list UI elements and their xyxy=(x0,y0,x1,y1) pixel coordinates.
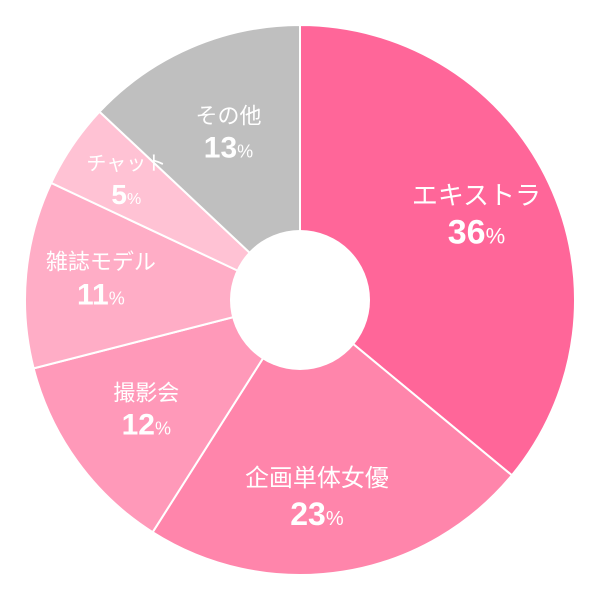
pie-label-percent-symbol: % xyxy=(127,191,141,208)
pie-label-name: エキストラ xyxy=(412,179,541,212)
pie-label-other: その他13% xyxy=(195,102,261,167)
pie-label-name: チャット xyxy=(86,152,166,177)
pie-label-percent-symbol: % xyxy=(109,288,125,308)
pie-label-percent-number: 12 xyxy=(122,409,155,442)
pie-label-name: 企画単体女優 xyxy=(245,464,389,494)
pie-label-name: その他 xyxy=(195,102,261,130)
pie-label-percent-number: 5 xyxy=(111,179,127,210)
pie-label-percent-number: 13 xyxy=(204,132,237,165)
pie-label-percent-symbol: % xyxy=(237,142,253,162)
pie-label-percent: 11% xyxy=(46,276,156,314)
pie-label-percent-symbol: % xyxy=(326,508,344,530)
pie-label-percent: 5% xyxy=(86,177,166,212)
pie-label-percent-number: 11 xyxy=(77,278,109,311)
pie-label-name: 撮影会 xyxy=(113,379,179,407)
pie-label-name: 雑誌モデル xyxy=(46,249,156,277)
pie-label-kikaku: 企画単体女優23% xyxy=(245,464,389,534)
pie-label-percent-number: 23 xyxy=(290,496,326,532)
pie-label-percent: 12% xyxy=(113,407,179,445)
pie-label-percent-symbol: % xyxy=(155,419,171,439)
pie-label-chat: チャット5% xyxy=(86,152,166,212)
pie-label-percent-number: 36 xyxy=(448,214,486,252)
pie-label-percent: 13% xyxy=(195,130,261,168)
pie-label-percent: 36% xyxy=(412,212,541,255)
pie-center-hole xyxy=(230,230,370,370)
pie-chart: エキストラ36%企画単体女優23%撮影会12%雑誌モデル11%チャット5%その他… xyxy=(0,0,600,600)
pie-label-magazine: 雑誌モデル11% xyxy=(46,249,156,314)
pie-label-extra: エキストラ36% xyxy=(412,179,541,254)
pie-label-percent-symbol: % xyxy=(486,224,506,249)
pie-label-percent: 23% xyxy=(245,494,389,534)
pie-label-satsuei: 撮影会12% xyxy=(113,379,179,444)
